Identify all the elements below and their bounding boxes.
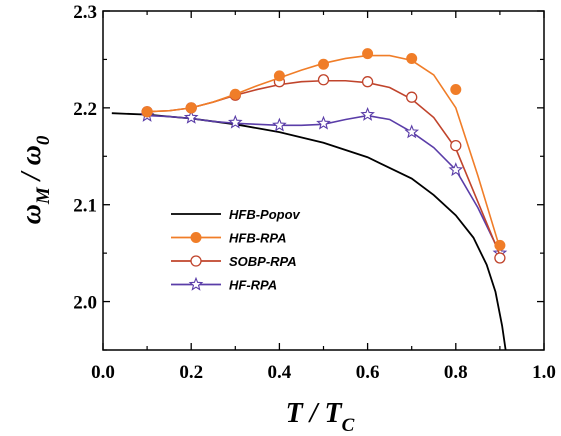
y-axis-title: ωM / ω0 <box>16 135 54 224</box>
data-point-sobp-rpa <box>494 252 506 264</box>
legend-label: HFB-RPA <box>229 231 287 246</box>
x-tick-label: 0.4 <box>268 362 292 383</box>
legend: HFB-Popov HFB-RPA SOBP-RPA HF-RPA <box>171 207 301 293</box>
x-tick-label: 0.0 <box>91 362 115 383</box>
x-tick-label: 0.2 <box>179 362 203 383</box>
x-axis-title-sub: C <box>342 415 355 436</box>
y-axis-title-sub-0: 0 <box>33 135 54 145</box>
data-point-sobp-rpa <box>450 139 462 152</box>
data-point-hf-rpa <box>227 114 243 129</box>
data-point-hfb-rpa <box>406 52 418 64</box>
data-point-hfb-rpa <box>141 106 153 118</box>
legend-swatch-marker <box>190 232 202 243</box>
legend-label: HFB-Popov <box>229 207 301 222</box>
legend-item-sobp-rpa: SOBP-RPA <box>171 254 297 269</box>
data-point-hf-rpa <box>448 162 464 177</box>
y-tick-label: 2.2 <box>73 99 97 120</box>
data-point-hfb-rpa <box>273 70 285 82</box>
data-point-sobp-rpa <box>406 91 418 103</box>
x-tick-label: 0.6 <box>356 362 380 383</box>
y-axis-title-sep: / ω <box>16 145 47 187</box>
y-axis-title-omega: ω <box>16 204 47 224</box>
y-tick-label: 2.0 <box>73 293 97 314</box>
legend-label: SOBP-RPA <box>229 254 297 269</box>
x-tick-label: 0.8 <box>444 362 468 383</box>
legend-label: HF-RPA <box>229 278 277 293</box>
x-tick-label: 1.0 <box>532 362 556 383</box>
legend-item-hfb-rpa: HFB-RPA <box>171 231 287 246</box>
data-point-sobp-rpa <box>317 74 330 86</box>
series-hf-rpa <box>139 106 508 260</box>
series-line-sobp-rpa <box>147 79 501 256</box>
x-axis-title-main: T / T <box>286 398 344 429</box>
data-point-sobp-rpa <box>361 76 374 88</box>
data-point-hf-rpa <box>272 117 287 132</box>
series-layer <box>111 48 508 350</box>
data-point-hf-rpa <box>183 109 199 124</box>
data-point-hf-rpa <box>404 124 420 139</box>
data-point-hfb-rpa <box>362 48 374 60</box>
legend-swatch-marker <box>190 255 202 267</box>
legend-item-hf-rpa: HF-RPA <box>171 276 277 293</box>
y-tick-label: 2.1 <box>73 196 97 217</box>
x-axis-title: T / TC <box>286 398 355 436</box>
legend-swatch-marker <box>188 276 204 291</box>
data-point-hfb-rpa <box>450 83 462 95</box>
data-point-hfb-rpa <box>229 88 241 100</box>
data-point-hf-rpa <box>316 115 331 130</box>
series-hfb-rpa <box>141 48 506 251</box>
data-point-hf-rpa <box>360 106 375 121</box>
y-axis-title-sub-m: M <box>33 186 54 205</box>
data-point-hfb-rpa <box>185 102 197 114</box>
series-line-hfb-popov <box>111 112 507 350</box>
legend-item-hfb-popov: HFB-Popov <box>171 207 301 222</box>
data-point-hfb-rpa <box>494 239 506 251</box>
data-point-hfb-rpa <box>318 58 329 70</box>
series-hfb-popov <box>111 112 507 350</box>
axis-ticks: 0.0 0.2 0.4 0.6 0.8 1.0 2.0 2.1 2.2 2.3 <box>73 2 556 383</box>
y-tick-label: 2.3 <box>73 2 97 23</box>
